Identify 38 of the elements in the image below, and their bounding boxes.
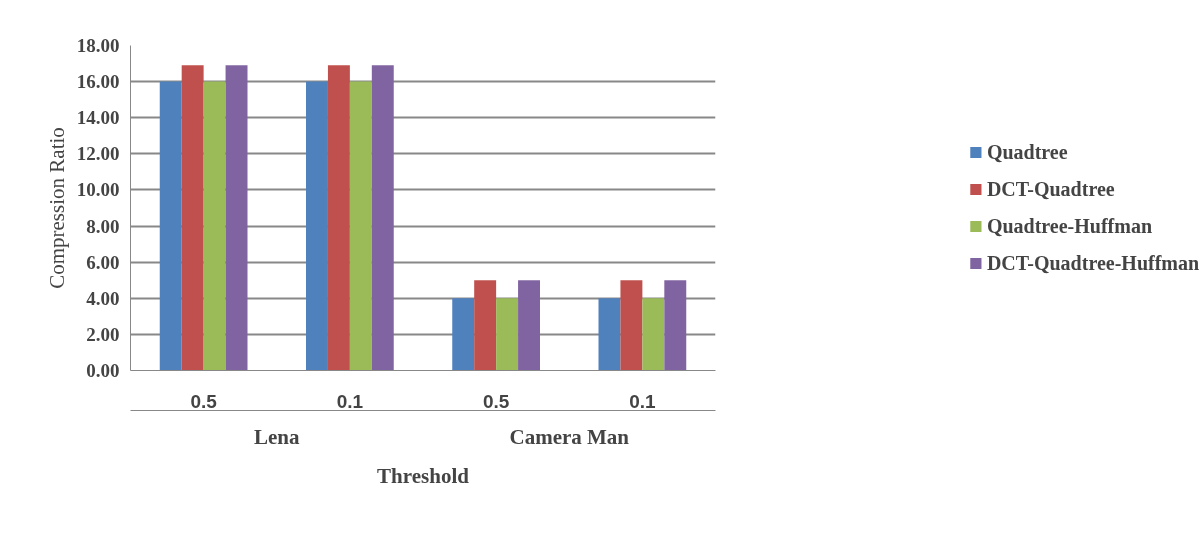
y-tick-label: 6.00 (86, 251, 120, 273)
y-tick-label: 4.00 (86, 287, 120, 309)
bar (349, 81, 372, 371)
bar (620, 280, 643, 371)
text: Camera Man (509, 424, 630, 449)
bar (371, 65, 394, 371)
legend-label: DCT-Quadtree (986, 177, 1115, 201)
legend-label: DCT-Quadtree-Huffman (986, 251, 1200, 275)
y-tick-label: 14.00 (76, 107, 120, 129)
y-tick-label: 18.00 (76, 35, 120, 56)
y-axis-title: Compression Ratio (44, 127, 69, 289)
y-tick-label: 2.00 (86, 323, 120, 345)
x-tick-label: 0.1 (629, 390, 657, 412)
bar (203, 81, 226, 371)
bar (642, 298, 665, 371)
bar (518, 280, 540, 371)
legend-label: Quadtree (986, 140, 1068, 164)
bar (159, 81, 182, 371)
x-axis-title: Threshold (377, 463, 470, 488)
bar (452, 298, 475, 371)
bar (327, 65, 350, 371)
y-tick-label: 10.00 (76, 179, 120, 201)
legend-label: Quadtree-Huffman (986, 214, 1153, 238)
y-tick-label: 12.00 (76, 143, 120, 165)
y-tick-label: 8.00 (86, 215, 120, 237)
y-tick-label: 0.00 (86, 360, 120, 381)
bar (306, 81, 328, 371)
bar (496, 298, 519, 371)
x-tick-label: 0.1 (336, 390, 364, 412)
x-tick-label: 0.5 (190, 390, 218, 412)
bar (225, 65, 248, 371)
bar (664, 280, 687, 371)
bar (598, 298, 621, 371)
x-tick-label: 0.5 (482, 390, 510, 412)
bar (181, 65, 204, 371)
y-tick-label: 16.00 (76, 71, 120, 93)
bar (474, 280, 497, 371)
text: Lena (254, 424, 300, 449)
